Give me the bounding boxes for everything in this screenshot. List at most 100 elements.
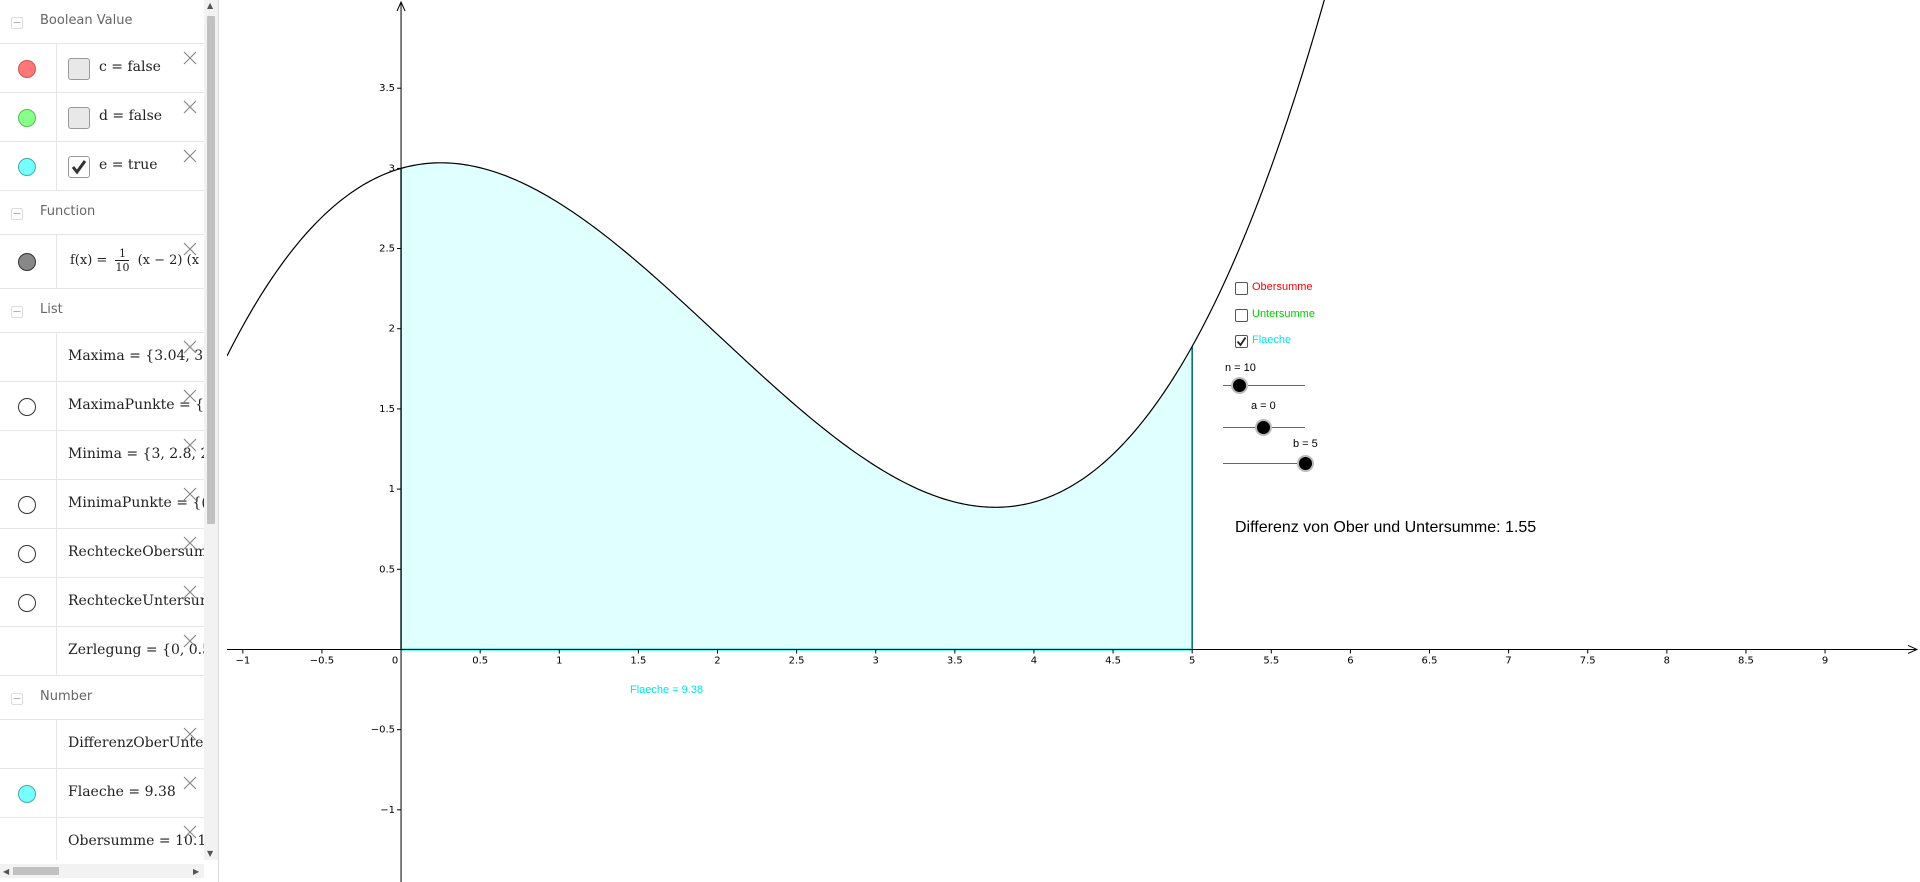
algebra-row-e[interactable]: e = true — [0, 142, 204, 191]
delete-icon[interactable] — [182, 726, 198, 742]
algebra-list: − Boolean Value c = false d = false — [0, 0, 204, 860]
slider-n-label: n = 10 — [1225, 362, 1256, 374]
list-text: Zerlegung = {0, 0.5, 1, — [68, 642, 204, 658]
boolean-checkbox-e[interactable] — [68, 156, 90, 178]
boolean-text: d = false — [99, 108, 163, 124]
delete-icon[interactable] — [182, 50, 198, 66]
y-tick-label: 1.5 — [379, 404, 395, 415]
function-curve — [227, 0, 1325, 508]
visibility-marker[interactable] — [18, 496, 36, 514]
visibility-marker[interactable] — [18, 60, 36, 78]
algebra-row-minimapunkte[interactable]: MinimaPunkte = {(0, 3 — [0, 480, 204, 529]
ticks-layer: −1 −0.5 0 0.5 1 1.5 2 2.5 3 3.5 4 4.5 5 5.5 6 6.5 7 7.5 8 8… — [235, 83, 1828, 816]
horizontal-scrollbar[interactable]: ◀ ▶ — [0, 864, 204, 878]
list-text: MaximaPunkte = {(0.2 — [68, 397, 204, 413]
algebra-row-maxima[interactable]: Maxima = {3.04, 3.01, — [0, 333, 204, 382]
algebra-row-maximapunkte[interactable]: MaximaPunkte = {(0.2 — [0, 382, 204, 431]
algebra-row-c[interactable]: c = false — [0, 44, 204, 93]
delete-icon[interactable] — [182, 535, 198, 551]
obersumme-label[interactable]: Obersumme — [1252, 281, 1313, 293]
algebra-row-flaeche[interactable]: Flaeche = 9.38 — [0, 769, 204, 818]
visibility-marker[interactable] — [18, 109, 36, 127]
visibility-marker[interactable] — [18, 545, 36, 563]
integral-area — [401, 162, 1193, 650]
delete-icon[interactable] — [182, 388, 198, 404]
scrollbar-thumb[interactable] — [207, 16, 215, 524]
slider-n-track[interactable] — [1223, 385, 1305, 386]
section-number: − Number — [0, 676, 204, 720]
collapse-function-toggle[interactable]: − — [11, 207, 23, 220]
marker-cell — [0, 480, 57, 528]
visibility-marker[interactable] — [18, 594, 36, 612]
algebra-row-rechteckeuntersumme[interactable]: RechteckeUntersumme — [0, 578, 204, 627]
delete-icon[interactable] — [182, 99, 198, 115]
collapse-list-toggle[interactable]: − — [11, 305, 23, 318]
scroll-right-icon[interactable]: ▶ — [193, 867, 200, 876]
x-tick-label: 7 — [1505, 655, 1511, 666]
delete-icon[interactable] — [182, 775, 198, 791]
algebra-row-differenz[interactable]: DifferenzOberUnter = 1 — [0, 720, 204, 769]
delete-icon[interactable] — [182, 486, 198, 502]
marker-cell — [0, 382, 57, 430]
obersumme-checkbox[interactable] — [1235, 282, 1248, 295]
algebra-view: − Boolean Value c = false d = false — [0, 0, 219, 882]
delete-icon[interactable] — [182, 824, 198, 840]
delete-icon[interactable] — [182, 437, 198, 453]
algebra-row-d[interactable]: d = false — [0, 93, 204, 142]
algebra-row-minima[interactable]: Minima = {3, 2.8, 2.44 — [0, 431, 204, 480]
untersumme-label[interactable]: Untersumme — [1252, 308, 1315, 320]
section-function: − Function — [0, 191, 204, 235]
fraction: 1 10 — [115, 247, 130, 274]
visibility-marker[interactable] — [18, 253, 36, 271]
scrollbar-thumb[interactable] — [13, 867, 59, 875]
visibility-marker[interactable] — [18, 158, 36, 176]
slider-a-handle[interactable] — [1255, 419, 1272, 436]
algebra-row-zerlegung[interactable]: Zerlegung = {0, 0.5, 1, — [0, 627, 204, 676]
list-text: MinimaPunkte = {(0, 3 — [68, 495, 204, 511]
delete-icon[interactable] — [182, 148, 198, 164]
x-tick-label: 2.5 — [789, 655, 805, 666]
collapse-boolean-toggle[interactable]: − — [11, 16, 23, 29]
function-rhs: (x − 2) (x − — [137, 253, 204, 268]
slider-b-handle[interactable] — [1297, 455, 1314, 472]
scroll-up-icon[interactable]: ▲ — [207, 1, 214, 10]
vertical-scrollbar[interactable]: ▲ ▼ — [204, 0, 218, 860]
slider-b-track[interactable] — [1223, 463, 1305, 464]
slider-n-handle[interactable] — [1231, 377, 1248, 394]
list-text: RechteckeUntersumme — [68, 593, 204, 609]
untersumme-checkbox[interactable] — [1235, 309, 1248, 322]
marker-cell — [0, 769, 57, 817]
delete-icon[interactable] — [182, 584, 198, 600]
section-title: List — [40, 302, 63, 317]
flaeche-label[interactable]: Flaeche — [1252, 334, 1292, 346]
graphics-view[interactable]: −1 −0.5 0 0.5 1 1.5 2 2.5 3 3.5 4 4.5 5 5.5 6 6.5 7 7.5 8 8… — [227, 0, 1920, 882]
collapse-number-toggle[interactable]: − — [11, 692, 23, 705]
number-text: Flaeche = 9.38 — [68, 784, 176, 800]
scroll-left-icon[interactable]: ◀ — [3, 867, 10, 876]
marker-cell — [0, 578, 57, 626]
x-tick-label: 8.5 — [1738, 655, 1754, 666]
axes-layer — [227, 0, 1919, 882]
flaeche-checkbox[interactable] — [1235, 335, 1248, 348]
boolean-checkbox-c[interactable] — [68, 58, 90, 80]
function-lhs: f(x) = — [70, 253, 108, 268]
x-axis-arrow — [1907, 645, 1919, 654]
visibility-marker[interactable] — [18, 785, 36, 803]
graph-canvas[interactable]: −1 −0.5 0 0.5 1 1.5 2 2.5 3 3.5 4 4.5 5 5.5 6 6.5 7 7.5 8 8… — [227, 0, 1920, 882]
algebra-row-f[interactable]: f(x) = 1 10 (x − 2) (x − — [0, 235, 204, 289]
marker-cell — [0, 818, 57, 860]
delete-icon[interactable] — [182, 339, 198, 355]
x-tick-label: 6.5 — [1422, 655, 1438, 666]
x-tick-label: 1.5 — [630, 655, 646, 666]
algebra-row-rechteckeobersumme[interactable]: RechteckeObersumme = — [0, 529, 204, 578]
delete-icon[interactable] — [182, 241, 198, 257]
section-list: − List — [0, 289, 204, 333]
boolean-checkbox-d[interactable] — [68, 107, 90, 129]
scroll-down-icon[interactable]: ▼ — [207, 849, 214, 858]
algebra-row-obersumme[interactable]: Obersumme = 10.18 — [0, 818, 204, 860]
visibility-marker[interactable] — [18, 398, 36, 416]
x-tick-label: 2 — [714, 655, 720, 666]
x-tick-label: 0.5 — [472, 655, 488, 666]
area-value-label: Flaeche = 9.38 — [630, 684, 704, 696]
delete-icon[interactable] — [182, 633, 198, 649]
